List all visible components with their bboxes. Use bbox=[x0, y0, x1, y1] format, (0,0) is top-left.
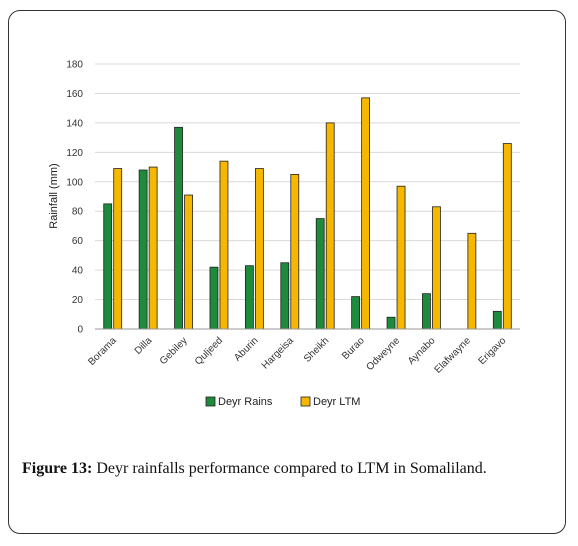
legend-label: Deyr Rains bbox=[218, 396, 273, 408]
legend-swatch-deyr-ltm bbox=[300, 396, 311, 407]
bar-deyr-ltm-dilla bbox=[148, 166, 158, 330]
bar-deyr-ltm-quljeed bbox=[219, 160, 229, 330]
x-tick-label: Sheikh bbox=[302, 335, 331, 364]
legend: Deyr Rains Deyr LTM bbox=[205, 396, 360, 408]
bar-deyr-rains-borama bbox=[103, 203, 113, 330]
bar-deyr-rains-burao bbox=[351, 296, 361, 330]
y-tick-label: 0 bbox=[77, 325, 83, 336]
bar-deyr-rains-gebiley bbox=[174, 126, 183, 330]
bar-deyr-ltm-burao bbox=[361, 97, 371, 330]
bar-deyr-ltm-hargeisa bbox=[290, 174, 300, 330]
x-tick-label: Burao bbox=[340, 335, 367, 362]
bar-deyr-rains-sheikh bbox=[315, 218, 325, 330]
x-tick-label: Odweyne bbox=[365, 335, 403, 373]
bar-deyr-ltm-aburin bbox=[254, 168, 264, 330]
y-tick-label: 60 bbox=[72, 236, 84, 247]
bar-deyr-ltm-odweyne bbox=[396, 185, 406, 330]
figure-caption-text: Deyr rainfalls performance compared to L… bbox=[96, 460, 487, 477]
gridlines bbox=[95, 63, 520, 301]
y-tick-label: 120 bbox=[66, 148, 83, 159]
bar-deyr-rains-aburin bbox=[244, 265, 254, 330]
legend-swatch-deyr-rains bbox=[205, 396, 216, 407]
figure-label: Figure 13: bbox=[22, 460, 93, 477]
figure-caption: Figure 13: Deyr rainfalls performance co… bbox=[22, 458, 556, 480]
y-tick-label: 20 bbox=[72, 295, 84, 306]
x-tick-label: Borama bbox=[86, 335, 119, 368]
x-tick-label: Hargeisa bbox=[260, 335, 296, 371]
x-tick-label: Aburin bbox=[232, 335, 260, 363]
y-tick-label: 100 bbox=[66, 177, 83, 188]
bar-deyr-rains-dilla bbox=[138, 169, 148, 330]
bar-deyr-rains-aynabo bbox=[422, 293, 431, 330]
x-tick-label: Gebiley bbox=[158, 335, 190, 367]
y-axis-label: Rainfall (mm) bbox=[48, 163, 60, 228]
bars bbox=[103, 97, 512, 330]
y-tick-label: 140 bbox=[66, 118, 83, 129]
x-tick-label: Elafwayne bbox=[433, 335, 474, 376]
x-tick-label: Aynabo bbox=[406, 335, 438, 367]
x-tick-label: Erigavo bbox=[477, 335, 509, 367]
x-tick-label: Dilla bbox=[133, 335, 155, 357]
y-tick-label: 160 bbox=[66, 89, 83, 100]
bar-deyr-ltm-borama bbox=[113, 168, 123, 330]
bar-deyr-rains-quljeed bbox=[209, 266, 219, 330]
bar-deyr-rains-hargeisa bbox=[280, 262, 290, 330]
bar-deyr-rains-erigavo bbox=[492, 310, 502, 330]
bar-deyr-ltm-erigavo bbox=[502, 143, 512, 330]
bar-deyr-ltm-aynabo bbox=[432, 206, 441, 330]
bar-deyr-ltm-sheikh bbox=[325, 122, 335, 330]
bar-deyr-rains-odweyne bbox=[386, 316, 396, 330]
bar-deyr-ltm-gebiley bbox=[184, 194, 193, 330]
legend-label: Deyr LTM bbox=[313, 396, 360, 408]
y-tick-label: 180 bbox=[66, 60, 83, 71]
y-tick-label: 40 bbox=[72, 266, 84, 277]
bar-deyr-ltm-elafwayne bbox=[467, 232, 477, 330]
y-tick-label: 80 bbox=[72, 207, 84, 218]
x-tick-label: Quljeed bbox=[193, 335, 225, 367]
